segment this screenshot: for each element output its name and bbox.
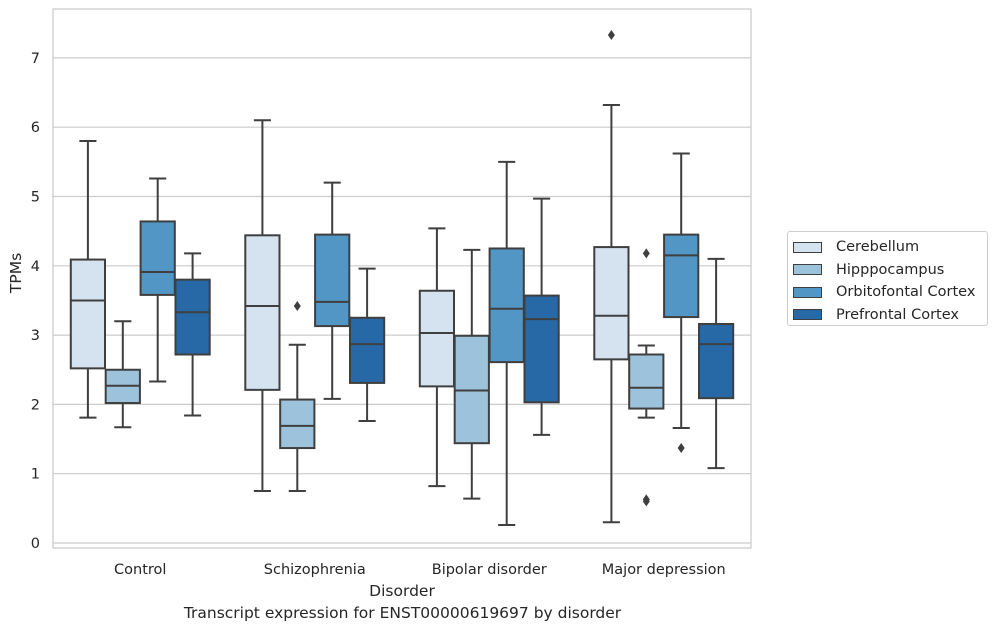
y-tick-label: 0 <box>31 536 40 552</box>
box-body <box>69 258 107 370</box>
tick-labels: 0 1 2 3 4 5 6 7 Control Schizophrenia Bipolar diso… <box>31 51 726 578</box>
box-body <box>418 289 456 388</box>
legend-item-cerebellum: Cerebellum <box>792 236 987 259</box>
box-1-3 <box>348 267 386 423</box>
x-tick-label: Schizophrenia <box>264 562 366 578</box>
box-0-1 <box>104 320 141 429</box>
legend-label: Orbitofontal Cortex <box>836 284 976 301</box>
box-body <box>663 233 700 319</box>
box-1-0 <box>244 119 281 493</box>
outlier-point <box>607 30 615 41</box>
box-3-3 <box>697 257 735 470</box>
y-tick-label: 3 <box>31 328 40 344</box>
x-tick-label: Control <box>114 562 166 578</box>
box-body <box>523 294 560 404</box>
y-tick-label: 2 <box>31 397 40 413</box>
legend-item-orbitofrontal-cortex: Orbitofontal Cortex <box>792 281 987 304</box>
box-2-0 <box>418 227 456 488</box>
y-tick-label: 7 <box>31 51 40 67</box>
box-body <box>697 323 735 400</box>
x-axis-title: Disorder <box>369 582 435 600</box>
legend-swatch <box>793 309 822 321</box>
box-0-2 <box>139 177 176 383</box>
box-3-2 <box>663 152 700 454</box>
box-body <box>453 334 490 445</box>
legend-swatch <box>793 241 822 253</box>
y-tick-label: 4 <box>31 259 40 275</box>
box-body <box>488 247 525 364</box>
box-body <box>593 246 630 361</box>
outlier-point <box>293 300 301 311</box>
outlier-point <box>642 248 650 259</box>
y-tick-label: 6 <box>31 120 40 136</box>
box-2-1 <box>453 248 490 500</box>
outlier-point <box>677 443 685 454</box>
legend-swatch <box>793 264 822 276</box>
legend-label: Prefrontal Cortex <box>836 306 959 323</box>
legend-item-hippocampus: Hipppocampus <box>792 259 987 282</box>
box-body <box>314 233 351 328</box>
box-1-1 <box>279 300 316 493</box>
y-axis-title: TPMs <box>7 253 25 294</box>
box-1-2 <box>314 181 351 400</box>
box-body <box>279 398 316 450</box>
box-2-3 <box>523 197 560 436</box>
chart-caption: Transcript expression for ENST0000061969… <box>183 604 622 622</box>
box-3-1 <box>628 248 665 507</box>
box-2-2 <box>488 160 525 526</box>
box-body <box>348 316 386 384</box>
y-tick-label: 1 <box>31 467 40 483</box>
x-tick-label: Bipolar disorder <box>432 562 547 578</box>
y-tick-label: 5 <box>31 190 40 206</box>
box-0-0 <box>69 140 107 419</box>
plot-frame <box>52 8 752 549</box>
box-3-0 <box>593 30 630 524</box>
legend-swatch <box>793 286 822 298</box>
legend-item-prefrontal-cortex: Prefrontal Cortex <box>792 304 987 327</box>
box-body <box>139 220 176 296</box>
outlier-point <box>642 496 650 507</box>
legend: Cerebellum Hipppocampus Orbitofontal Cor… <box>787 231 988 326</box>
x-tick-label: Major depression <box>602 562 726 578</box>
boxes <box>69 30 735 526</box>
legend-label: Hipppocampus <box>836 261 945 278</box>
box-body <box>628 353 665 410</box>
box-0-3 <box>174 252 211 417</box>
box-body <box>244 234 281 391</box>
legend-label: Cerebellum <box>836 239 920 256</box>
box-body <box>174 278 211 356</box>
